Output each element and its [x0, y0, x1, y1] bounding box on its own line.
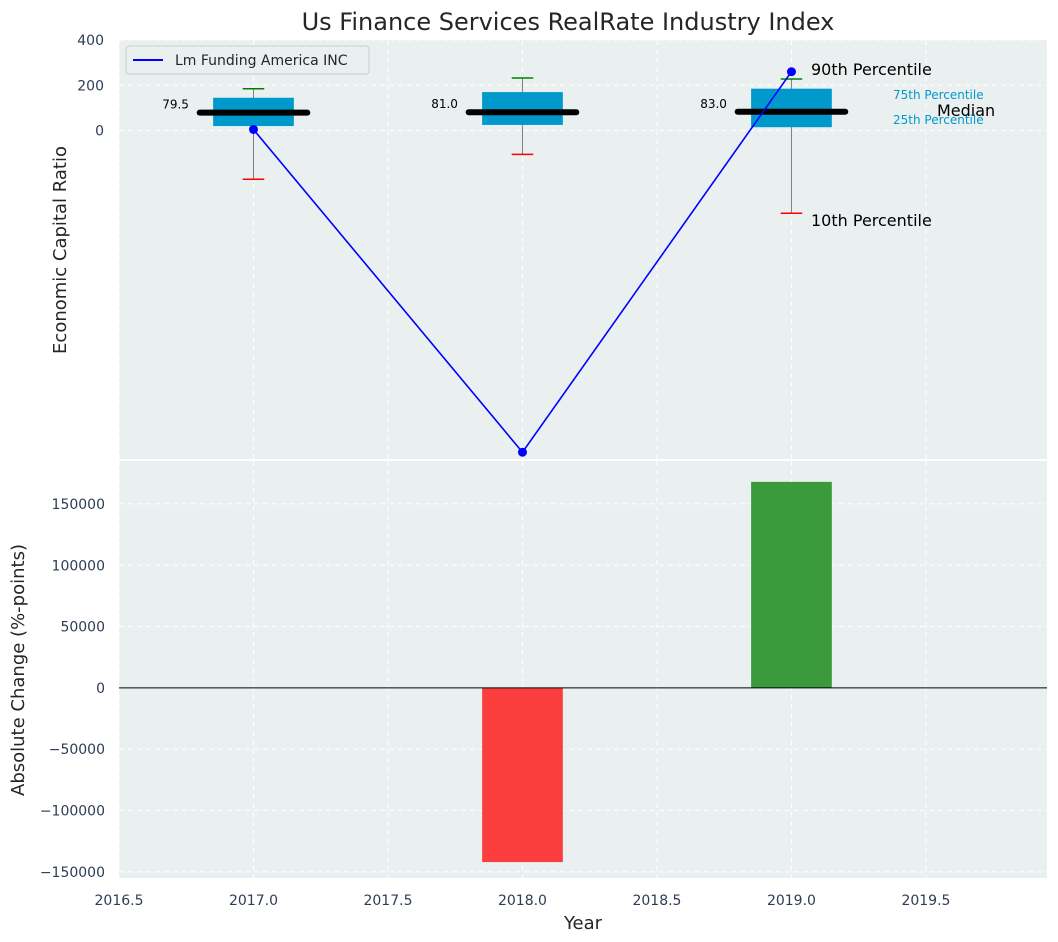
x-tick-label: 2017.5	[363, 893, 412, 909]
series-point	[786, 67, 796, 77]
top-panel: 0 200 400 79.5 81.0 83.0 Economic Capital Ra…	[50, 33, 1047, 459]
annotation-75th-percentile: 75th Percentile	[893, 88, 984, 102]
iqr-box	[751, 88, 832, 128]
median-value-label: 83.0	[700, 97, 727, 111]
x-tick-label: 2019.5	[901, 893, 950, 909]
legend: Lm Funding America INC	[125, 45, 370, 75]
bottom-y-tick-label: 150000	[52, 497, 105, 513]
annotation-median: Median	[937, 101, 995, 120]
top-y-axis-label: Economic Capital Ratio	[50, 146, 71, 354]
top-y-ticks: 0 200 400	[77, 33, 104, 140]
change-bar	[482, 687, 563, 863]
top-y-tick-label: 0	[95, 124, 104, 140]
x-tick-label: 2018.5	[632, 893, 681, 909]
annotation-90th-percentile: 90th Percentile	[811, 60, 932, 79]
x-tick-label: 2016.5	[95, 893, 144, 909]
bottom-y-tick-label: 50000	[60, 620, 105, 636]
bottom-y-tick-label: −100000	[40, 804, 105, 820]
annotation-10th-percentile: 10th Percentile	[811, 211, 932, 230]
series-point	[248, 124, 258, 134]
bottom-panel: −150000 −100000 −50000 0 50000 100000 150000 2…	[8, 461, 1047, 934]
series-point	[517, 447, 527, 457]
x-axis-label: Year	[563, 913, 603, 934]
bottom-y-axis-label: Absolute Change (%-points)	[8, 544, 29, 796]
iqr-box	[482, 92, 563, 125]
bottom-y-ticks: −150000 −100000 −50000 0 50000 100000 150000	[40, 497, 105, 881]
change-bars	[482, 481, 832, 863]
median-value-label: 81.0	[431, 97, 458, 111]
box-plots: 79.5 81.0 83.0	[162, 77, 849, 215]
x-ticks: 2016.5 2017.0 2017.5 2018.0 2018.5 2019.0 2019…	[95, 893, 951, 909]
legend-frame	[125, 45, 370, 75]
top-grid	[118, 39, 1047, 459]
bottom-plot-area	[119, 461, 1047, 878]
x-tick-label: 2019.0	[767, 893, 816, 909]
x-tick-label: 2018.0	[498, 893, 547, 909]
bottom-y-tick-label: −50000	[49, 742, 105, 758]
series-line	[248, 67, 796, 457]
bottom-y-tick-label: 0	[96, 681, 105, 697]
change-bar	[751, 481, 832, 688]
bottom-y-tick-label: 100000	[52, 558, 105, 574]
top-y-tick-label: 400	[77, 33, 104, 49]
annotation-25th-percentile: 25th Percentile	[893, 113, 984, 127]
top-y-tick-label: 200	[77, 78, 104, 94]
median-value-label: 79.5	[162, 98, 189, 112]
chart-title: Us Finance Services RealRate Industry In…	[302, 8, 835, 36]
x-tick-label: 2017.0	[229, 893, 278, 909]
bottom-y-tick-label: −150000	[40, 865, 105, 881]
legend-label: Lm Funding America INC	[175, 53, 348, 69]
